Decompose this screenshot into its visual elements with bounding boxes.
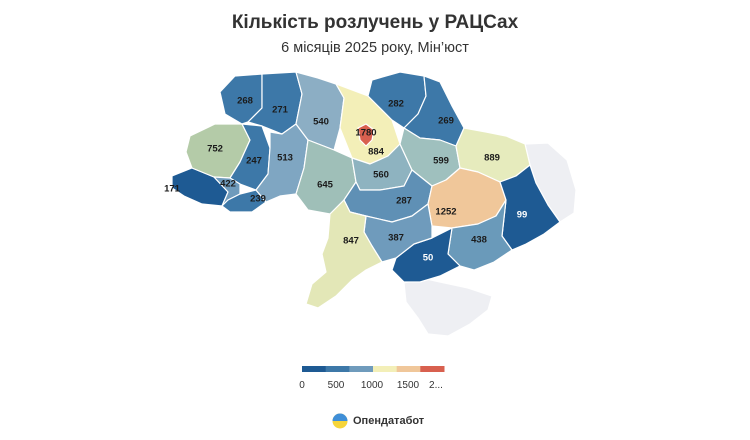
label-ternopil: 247 xyxy=(246,156,262,167)
legend-tick-max: 2... xyxy=(429,380,443,391)
region-kyiv-city xyxy=(357,123,375,147)
label-chernivtsi: 239 xyxy=(250,194,266,205)
brand: Опендатабот xyxy=(332,412,424,430)
brand-name: Опендатабот xyxy=(353,415,425,427)
region-odesa xyxy=(305,199,383,309)
legend-swatch xyxy=(349,366,374,372)
label-zhytomyr: 540 xyxy=(313,117,329,128)
opendatabot-logo-icon xyxy=(332,413,348,429)
color-legend: 0 500 1000 1500 2... xyxy=(299,366,445,391)
label-mykolaiv: 387 xyxy=(388,233,404,244)
label-chernihiv: 282 xyxy=(388,99,404,110)
legend-swatch xyxy=(396,366,421,372)
label-rivne: 271 xyxy=(272,105,289,116)
map-title: Кількість розлучень у РАЦСах xyxy=(231,12,519,33)
legend-swatch xyxy=(302,366,327,372)
label-lviv: 752 xyxy=(207,144,223,155)
label-kirovohrad: 287 xyxy=(396,196,412,207)
label-ivano-frankivsk: 422 xyxy=(220,179,236,190)
region-khmelnytskyi xyxy=(255,123,309,203)
region-zhytomyr xyxy=(295,71,345,151)
map-subtitle: 6 місяців 2025 року, Мін’юст xyxy=(281,40,469,56)
label-kherson: 50 xyxy=(423,253,434,264)
label-kharkiv: 889 xyxy=(484,153,500,164)
label-odesa: 847 xyxy=(343,236,359,247)
label-volyn: 268 xyxy=(237,96,253,107)
legend-tick-500: 500 xyxy=(328,380,345,391)
legend-swatch xyxy=(325,366,350,372)
region-crimea xyxy=(403,277,493,337)
legend-tick-1500: 1500 xyxy=(397,380,420,391)
label-kyiv-city: 1780 xyxy=(355,128,376,139)
label-dnipropetrovsk: 1252 xyxy=(435,207,456,218)
label-poltava: 599 xyxy=(433,156,449,167)
label-zakarpattia: 171 xyxy=(164,184,181,195)
ukraine-choropleth-map: 268 271 540 1780 884 282 269 752 247 513… xyxy=(164,71,577,337)
legend-swatch xyxy=(373,366,398,372)
legend-tick-0: 0 xyxy=(299,380,305,391)
label-khmelnytskyi: 513 xyxy=(277,153,293,164)
legend-tick-1000: 1000 xyxy=(361,380,384,391)
label-vinnytsia: 645 xyxy=(317,180,334,191)
label-donetsk: 99 xyxy=(517,210,528,221)
legend-color-bar xyxy=(302,366,445,372)
region-ternopil xyxy=(229,123,271,191)
legend-swatch xyxy=(420,366,445,372)
label-sumy: 269 xyxy=(438,116,454,127)
label-kyiv-oblast: 884 xyxy=(368,147,385,158)
label-zaporizhzhia: 438 xyxy=(471,235,487,246)
label-cherkasy: 560 xyxy=(373,170,389,181)
